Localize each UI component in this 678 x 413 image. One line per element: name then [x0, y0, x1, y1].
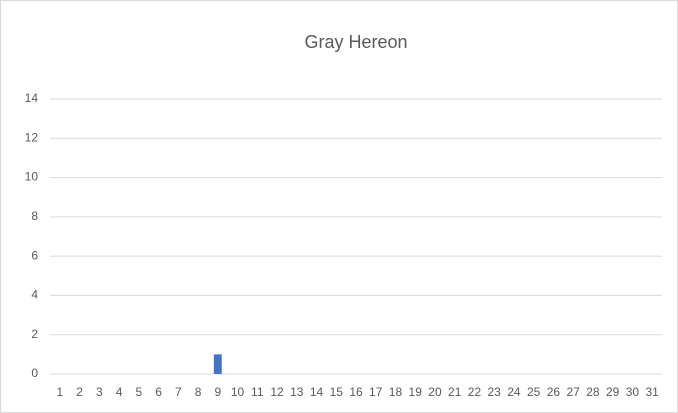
y-tick-label: 6 [31, 248, 38, 262]
y-tick-label: 14 [25, 91, 39, 105]
x-tick-label: 2 [76, 385, 83, 399]
x-tick-label: 6 [155, 385, 162, 399]
x-tick-label: 7 [175, 385, 182, 399]
x-tick-label: 14 [310, 385, 324, 399]
x-tick-label: 27 [566, 385, 580, 399]
x-tick-label: 5 [135, 385, 142, 399]
x-tick-label: 24 [507, 385, 521, 399]
x-tick-label: 8 [195, 385, 202, 399]
x-tick-label: 25 [527, 385, 541, 399]
x-tick-label: 29 [606, 385, 620, 399]
x-tick-label: 30 [626, 385, 640, 399]
x-tick-label: 22 [468, 385, 482, 399]
bar [213, 354, 222, 374]
x-tick-label: 12 [270, 385, 284, 399]
y-tick-label: 10 [25, 170, 39, 184]
x-tick-label: 13 [290, 385, 304, 399]
chart-title: Gray Hereon [304, 32, 407, 52]
x-tick-label: 10 [231, 385, 245, 399]
x-tick-label: 21 [448, 385, 462, 399]
x-tick-label: 4 [116, 385, 123, 399]
x-tick-label: 31 [645, 385, 659, 399]
x-tick-label: 9 [214, 385, 221, 399]
y-tick-label: 0 [31, 366, 38, 380]
x-tick-label: 23 [488, 385, 502, 399]
y-tick-label: 8 [31, 209, 38, 223]
x-tick-label: 18 [389, 385, 403, 399]
x-tick-label: 26 [547, 385, 561, 399]
x-tick-label: 11 [251, 385, 264, 399]
x-tick-label: 3 [96, 385, 103, 399]
x-tick-label: 19 [409, 385, 423, 399]
x-tick-label: 28 [586, 385, 600, 399]
y-tick-label: 2 [31, 327, 38, 341]
x-tick-label: 17 [369, 385, 383, 399]
x-tick-label: 1 [57, 385, 64, 399]
y-tick-label: 12 [25, 130, 39, 144]
x-tick-label: 16 [349, 385, 363, 399]
y-tick-label: 4 [31, 288, 38, 302]
x-tick-label: 20 [428, 385, 442, 399]
x-tick-label: 15 [330, 385, 344, 399]
